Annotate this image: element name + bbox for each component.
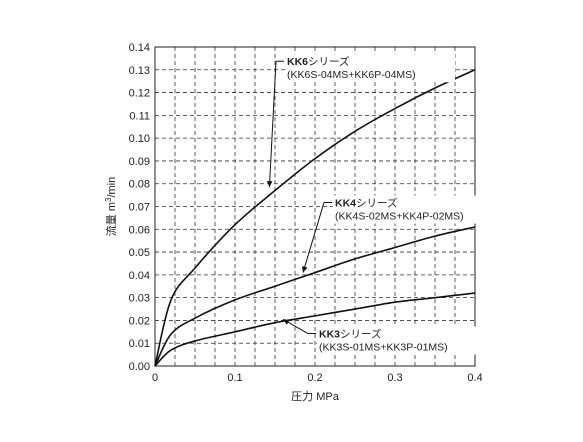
y-tick-label: 0.02 xyxy=(129,315,150,327)
annotation-title-suffix: シリーズ xyxy=(340,328,381,341)
annotation-subtitle-kk6: (KK6S-04MS+KK6P-04MS) xyxy=(287,69,416,81)
y-tick-label: 0.01 xyxy=(129,338,150,350)
annotations: KK6シリーズ(KK6S-04MS+KK6P-04MS)KK4シリーズ(KK4S… xyxy=(266,54,503,355)
y-axis-title: 流量 m3/min xyxy=(104,177,119,236)
y-tick-label: 0.07 xyxy=(129,202,150,214)
y-tick-label: 0.03 xyxy=(129,293,150,305)
annotation-leader-line xyxy=(302,202,325,273)
annotation-subtitle-kk3: (KK3S-01MS+KK3P-01MS) xyxy=(319,342,448,354)
annotation-title-kk4: KK4シリーズ xyxy=(335,197,398,210)
annotation-title-bold: KK4 xyxy=(335,198,356,210)
annotation-leader-line xyxy=(268,61,277,188)
y-tick-label: 0.00 xyxy=(129,361,150,373)
y-tick-label: 0.04 xyxy=(129,270,150,282)
annotation-title-bold: KK6 xyxy=(287,56,308,68)
y-axis-title-tail: /min xyxy=(106,177,118,198)
y-tick-label: 0.12 xyxy=(129,88,150,100)
x-tick-label: 0.1 xyxy=(227,372,242,384)
y-axis-title-sup: 3 xyxy=(104,197,113,202)
tick-labels: 0.00 0.01 0.02 0.03 0.04 0.05 0.06 0.07 0.08 0.09… xyxy=(129,42,483,384)
annotation-title-kk6: KK6シリーズ xyxy=(287,55,350,68)
y-tick-label: 0.06 xyxy=(129,224,150,236)
annotation-title-suffix: シリーズ xyxy=(308,55,349,68)
y-tick-label: 0.14 xyxy=(129,42,150,54)
annotation-title-kk3: KK3シリーズ xyxy=(319,328,382,341)
x-tick-label: 0 xyxy=(152,372,158,384)
series-lines xyxy=(154,69,476,367)
y-tick-label: 0.08 xyxy=(129,179,150,191)
series-line-kk6 xyxy=(154,69,476,367)
series-line-kk4 xyxy=(154,226,476,367)
y-tick-label: 0.11 xyxy=(129,110,150,122)
y-tick-label: 0.05 xyxy=(129,247,150,259)
annotation-arrowhead xyxy=(302,266,308,273)
y-tick-label: 0.10 xyxy=(129,133,150,145)
annotation-subtitle-kk4: (KK4S-02MS+KK4P-02MS) xyxy=(335,211,464,223)
annotation-arrowhead xyxy=(283,319,290,325)
x-tick-label: 0.2 xyxy=(307,372,322,384)
x-tick-label: 0.4 xyxy=(467,372,482,384)
annotation-background xyxy=(285,54,455,83)
annotation-title-suffix: シリーズ xyxy=(356,197,397,210)
y-tick-label: 0.09 xyxy=(129,156,150,168)
annotation-background xyxy=(317,326,487,355)
x-tick-label: 0.3 xyxy=(387,372,402,384)
series-line-kk3 xyxy=(154,292,476,367)
y-tick-label: 0.13 xyxy=(129,65,150,77)
annotation-title-bold: KK3 xyxy=(319,329,340,341)
y-axis-title-main: 流量 m xyxy=(104,202,118,236)
x-axis-title: 圧力 MPa xyxy=(291,390,340,403)
annotation-background xyxy=(333,195,503,224)
annotation-arrowhead xyxy=(266,180,273,188)
